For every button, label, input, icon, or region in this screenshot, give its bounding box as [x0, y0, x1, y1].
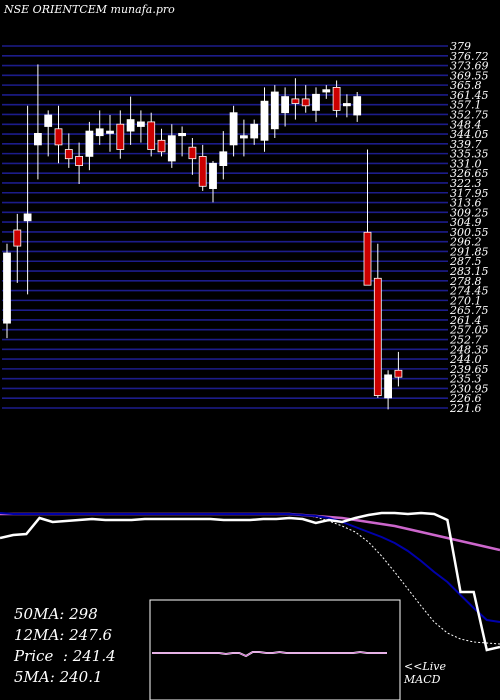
candle-body — [394, 369, 403, 378]
candle-body — [95, 128, 104, 137]
y-tick-label: 265.75 — [449, 304, 489, 317]
candle-body — [178, 132, 187, 137]
y-tick-label: 304.9 — [450, 216, 482, 229]
stat-12ma: 12MA: 247.6 — [14, 626, 113, 644]
candle-body — [116, 123, 125, 150]
candle-body — [342, 103, 351, 107]
macd-label-name: MACD — [404, 673, 441, 686]
candle-body — [219, 151, 228, 166]
candle-body — [209, 162, 217, 189]
y-tick-label: 300.55 — [450, 226, 489, 239]
candle-body — [301, 98, 310, 107]
y-tick-label: 261.4 — [449, 314, 482, 327]
y-tick-label: 270.1 — [449, 294, 482, 307]
y-tick-label: 348.4 — [450, 118, 482, 131]
candle-body — [373, 277, 382, 396]
candle-body — [281, 96, 290, 114]
candle-body — [250, 123, 259, 139]
candle-body — [332, 86, 341, 111]
y-tick-label: 252.7 — [449, 334, 482, 347]
y-tick-label: 274.45 — [449, 285, 489, 298]
macd-label-live: <<Live — [404, 660, 446, 673]
candle-body — [75, 155, 83, 166]
candle-body — [126, 119, 135, 132]
y-tick-label: 291.85 — [449, 245, 489, 258]
candle-body — [353, 96, 362, 116]
candle-body — [260, 100, 269, 141]
y-tick-label: 278.8 — [449, 275, 482, 288]
y-tick-label: 317.95 — [450, 187, 489, 200]
y-tick-label: 283.15 — [449, 265, 489, 278]
y-tick-label: 248.35 — [449, 343, 489, 356]
macd-signal-line — [152, 651, 387, 657]
candle-body — [384, 374, 393, 399]
candle-body — [3, 252, 11, 324]
y-tick-label: 373.69 — [450, 60, 489, 73]
candle-body — [54, 128, 63, 146]
candle-body — [239, 135, 248, 139]
candle-body — [64, 149, 73, 160]
y-tick-label: 235.3 — [449, 373, 482, 386]
candle-body — [312, 93, 320, 111]
y-tick-label: 296.2 — [449, 236, 482, 249]
candle-body — [13, 229, 22, 247]
price-line — [0, 511, 500, 652]
stat-5ma: 5MA: 240.1 — [14, 668, 103, 686]
macd-box — [149, 599, 401, 700]
y-tick-label: 376.72 — [450, 50, 489, 63]
candle-body — [147, 121, 156, 150]
y-tick-label: 257.05 — [449, 324, 489, 337]
y-tick-label: 287.5 — [449, 255, 482, 268]
y-tick-label: 239.65 — [449, 363, 489, 376]
y-tick-label: 335.35 — [450, 148, 489, 161]
candle-body — [229, 112, 238, 146]
y-tick-label: 379 — [450, 40, 471, 53]
y-tick-label: 313.6 — [450, 197, 482, 210]
y-tick-label: 221.6 — [449, 402, 482, 415]
candle-body — [136, 121, 145, 127]
candle-body — [44, 114, 53, 127]
y-tick-label: 322.3 — [450, 177, 482, 190]
ma-short-line — [0, 512, 500, 623]
y-tick-label: 309.25 — [450, 206, 489, 219]
candle-body — [363, 231, 372, 286]
candle-body — [291, 98, 300, 104]
candle-body — [198, 155, 207, 187]
y-tick-label: 357.1 — [450, 99, 482, 112]
stat-50ma: 50MA: 298 — [14, 605, 98, 623]
candle-body — [270, 91, 279, 130]
y-tick-label: 226.6 — [449, 392, 482, 405]
candle-body — [157, 139, 166, 153]
y-tick-label: 331.0 — [450, 157, 482, 170]
y-tick-label: 369.55 — [450, 69, 489, 82]
candle-body — [34, 132, 42, 146]
y-tick-label: 361.45 — [450, 89, 489, 102]
stats-panel: 50MA: 298 12MA: 247.6 Price : 241.4 5MA:… — [14, 604, 116, 688]
y-tick-label: 352.75 — [450, 108, 489, 121]
candle-body — [188, 146, 197, 160]
candle-body — [322, 89, 331, 93]
y-tick-label: 365.8 — [450, 79, 482, 92]
macd-label: <<Live MACD — [404, 660, 446, 686]
y-tick-label: 326.65 — [450, 167, 489, 180]
candle-body — [23, 213, 32, 222]
candle-body — [106, 130, 114, 134]
y-tick-label: 244.0 — [449, 353, 482, 366]
candle-body — [85, 130, 94, 157]
candle-body — [167, 135, 176, 162]
chart-title: NSE ORIENTCEM munafa.pro — [4, 3, 175, 16]
y-tick-label: 344.05 — [450, 128, 489, 141]
stat-price: Price : 241.4 — [14, 647, 116, 665]
y-tick-label: 230.95 — [449, 382, 489, 395]
y-tick-label: 339.7 — [450, 138, 482, 151]
